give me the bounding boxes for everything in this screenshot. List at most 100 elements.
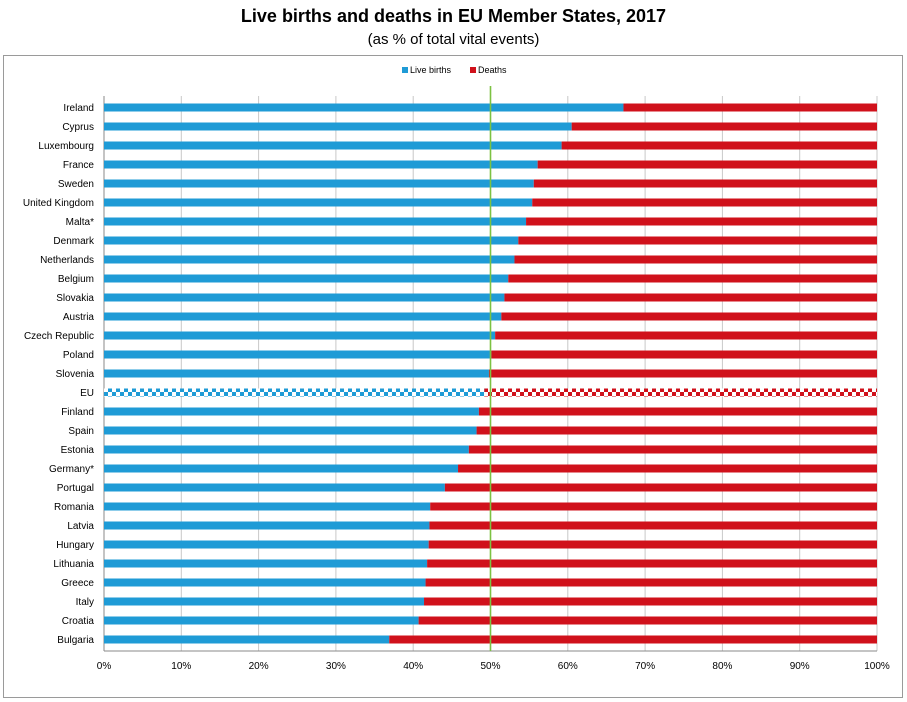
bar-deaths (484, 388, 877, 397)
category-label: Latvia (67, 521, 94, 532)
bar-live-births (104, 255, 515, 264)
category-label: France (63, 160, 95, 171)
category-label: Lithuania (53, 559, 94, 570)
category-label: Romania (54, 502, 94, 513)
bar-live-births (104, 331, 496, 340)
legend-label: Live births (410, 65, 452, 75)
bar-live-births (104, 502, 431, 511)
bar-live-births (104, 369, 489, 378)
bar-live-births (104, 160, 538, 169)
bar-live-births (104, 274, 509, 283)
category-label: EU (80, 388, 94, 399)
bar-deaths (623, 103, 877, 112)
bar-live-births (104, 388, 485, 397)
bar-deaths (518, 236, 877, 245)
bar-deaths (429, 521, 877, 530)
x-tick-label: 100% (864, 661, 890, 672)
chart-frame (3, 55, 903, 698)
bar-deaths (476, 426, 877, 435)
category-label: Netherlands (40, 255, 94, 266)
bar-deaths (504, 293, 877, 302)
bar-live-births (104, 217, 527, 226)
bar-live-births (104, 445, 469, 454)
category-label: Spain (68, 426, 94, 437)
category-label: Slovenia (56, 369, 95, 380)
bar-live-births (104, 616, 419, 625)
bar-live-births (104, 635, 390, 644)
category-label: Italy (76, 597, 94, 608)
bar-deaths (478, 407, 877, 416)
bar-live-births (104, 122, 572, 131)
x-tick-label: 70% (635, 661, 655, 672)
bar-deaths (532, 198, 877, 207)
bar-deaths (491, 350, 877, 359)
category-label: Portugal (57, 483, 94, 494)
bar-deaths (425, 578, 877, 587)
bar-live-births (104, 293, 505, 302)
category-label: Finland (61, 407, 94, 418)
category-label: Cyprus (62, 122, 94, 133)
bar-deaths (561, 141, 877, 150)
bar-live-births (104, 559, 428, 568)
bar-live-births (104, 426, 477, 435)
bar-deaths (495, 331, 877, 340)
bar-live-births (104, 521, 430, 530)
bar-deaths (508, 274, 877, 283)
x-tick-label: 30% (326, 661, 346, 672)
category-label: Sweden (58, 179, 94, 190)
category-label: Denmark (53, 236, 95, 247)
category-labels: Ireland Cyprus Luxembourg France Sweden Unite… (23, 103, 95, 646)
category-label: Austria (63, 312, 95, 323)
x-tick-label: 0% (97, 661, 112, 672)
category-label: Hungary (56, 540, 94, 551)
bar-live-births (104, 141, 562, 150)
x-tick-label: 20% (249, 661, 269, 672)
bar-deaths (488, 369, 877, 378)
bar-deaths (468, 445, 877, 454)
bar-deaths (514, 255, 877, 264)
legend-swatch (470, 67, 476, 73)
bar-deaths (444, 483, 877, 492)
bar-deaths (533, 179, 877, 188)
category-label: Croatia (62, 616, 95, 627)
bar-live-births (104, 407, 479, 416)
bar-deaths (501, 312, 877, 321)
bars (104, 103, 877, 644)
category-label: Germany* (49, 464, 94, 475)
bar-deaths (537, 160, 877, 169)
bar-live-births (104, 350, 492, 359)
bar-deaths (427, 559, 877, 568)
category-label: Poland (63, 350, 94, 361)
bar-deaths (571, 122, 877, 131)
bar-live-births (104, 198, 533, 207)
legend-label: Deaths (478, 65, 507, 75)
bar-live-births (104, 236, 519, 245)
bar-deaths (424, 597, 877, 606)
x-tick-label: 80% (712, 661, 732, 672)
bar-live-births (104, 597, 425, 606)
category-label: Ireland (63, 103, 94, 114)
category-label: Czech Republic (24, 331, 94, 342)
bar-live-births (104, 464, 459, 473)
x-tick-label: 40% (403, 661, 423, 672)
bar-deaths (428, 540, 877, 549)
bar-live-births (104, 540, 429, 549)
category-label: Greece (61, 578, 94, 589)
bar-deaths (458, 464, 877, 473)
x-tick-label: 50% (480, 661, 500, 672)
bar-live-births (104, 312, 502, 321)
x-tick-label: 60% (558, 661, 578, 672)
x-tick-label: 90% (790, 661, 810, 672)
category-label: Bulgaria (57, 635, 94, 646)
category-label: Estonia (61, 445, 95, 456)
bar-live-births (104, 103, 624, 112)
category-label: Luxembourg (38, 141, 94, 152)
category-label: Slovakia (56, 293, 94, 304)
chart-subtitle: (as % of total vital events) (367, 31, 540, 48)
bar-live-births (104, 179, 534, 188)
bar-deaths (389, 635, 877, 644)
legend-swatch (402, 67, 408, 73)
chart-title: Live births and deaths in EU Member Stat… (240, 6, 667, 26)
category-label: Belgium (58, 274, 94, 285)
